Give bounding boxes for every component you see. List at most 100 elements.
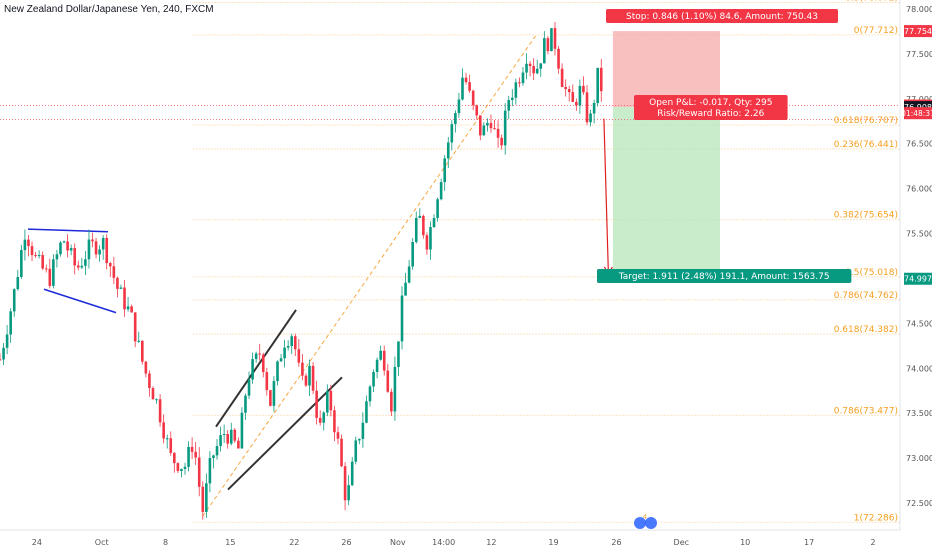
candle-body-52 xyxy=(183,466,187,469)
candle-body-79 xyxy=(279,358,283,362)
candle-body-98 xyxy=(347,485,350,501)
stop-label-text-0: Stop: 0.846 (1.10%) 84.6, Amount: 750.43 xyxy=(626,12,818,22)
price-tag-0: 77.754 xyxy=(904,27,932,36)
candle-body-94 xyxy=(333,410,336,433)
candle-body-88 xyxy=(311,365,315,391)
candle-body-93 xyxy=(329,390,333,411)
y-tick-4: 74.500 xyxy=(906,319,932,328)
candle-body-92 xyxy=(326,390,329,413)
fib-label-7: 0.618(74.382) xyxy=(834,325,898,335)
candle-body-38 xyxy=(133,312,137,342)
position-zones xyxy=(612,31,720,279)
x-tick-14: 2 xyxy=(870,538,875,547)
candle-body-133 xyxy=(471,90,475,106)
candle-body-46 xyxy=(162,422,165,439)
candle-body-32 xyxy=(112,266,116,278)
candle-body-39 xyxy=(137,340,141,342)
x-axis: 24 Oct 8 15 22 26 Nov 14:00 12 19 26 Dec 10 17 24 xyxy=(0,513,900,547)
candle-body-168 xyxy=(596,67,599,104)
candle-body-104 xyxy=(368,386,372,402)
candle-body-127 xyxy=(450,124,454,143)
candle-body-40 xyxy=(141,340,144,362)
candle-body-96 xyxy=(340,438,343,467)
candle-body-91 xyxy=(322,412,326,423)
candle-body-47 xyxy=(165,438,169,440)
candle-body-128 xyxy=(454,113,457,125)
candle-body-161 xyxy=(571,92,575,102)
price-tag-bg-3 xyxy=(904,272,932,285)
candle-body-2 xyxy=(5,334,9,348)
fib-label-1: 0(77.712) xyxy=(854,26,898,36)
candle-body-100 xyxy=(354,440,358,462)
candle-body-66 xyxy=(233,429,237,441)
candle-body-121 xyxy=(429,227,432,250)
x-tick-10: 26 xyxy=(611,538,621,547)
candle-body-51 xyxy=(180,468,183,471)
news-icon xyxy=(634,517,646,529)
target-label-bg xyxy=(597,269,852,283)
candle-body-67 xyxy=(237,440,240,449)
candle-body-113 xyxy=(400,295,404,342)
candle-body-119 xyxy=(422,215,425,236)
candle-body-73 xyxy=(258,353,262,355)
candle-body-125 xyxy=(443,158,447,183)
candle-body-20 xyxy=(69,248,73,251)
y-tick-0: 72.500 xyxy=(906,499,932,508)
candle-body-28 xyxy=(98,249,101,255)
candle-body-65 xyxy=(229,429,233,444)
candle-body-7 xyxy=(23,239,27,251)
candle-body-163 xyxy=(578,85,582,106)
fib-label-5: 0.5(75.018) xyxy=(845,268,898,278)
fib-label-3: 0.236(76.441) xyxy=(834,140,898,150)
candle-body-123 xyxy=(436,199,439,219)
y-tick-11: 78.000 xyxy=(906,5,932,14)
x-tick-1: Oct xyxy=(95,538,109,547)
candle-body-77 xyxy=(272,381,276,406)
candle-body-25 xyxy=(87,239,91,260)
candle-body-129 xyxy=(457,99,461,114)
candle-body-1 xyxy=(2,347,5,360)
news-count: 4 xyxy=(643,513,648,521)
stop-zone xyxy=(612,31,720,108)
candle-body-31 xyxy=(108,263,112,267)
candle-body-150 xyxy=(532,66,535,74)
candle-body-84 xyxy=(297,349,301,363)
candle-body-55 xyxy=(194,451,197,458)
candle-body-139 xyxy=(493,128,496,130)
x-tick-8: 12 xyxy=(486,538,496,547)
candle-body-107 xyxy=(379,350,382,360)
candle-body-24 xyxy=(84,259,87,266)
candle-body-13 xyxy=(44,268,48,270)
candle-body-71 xyxy=(251,359,254,380)
candles xyxy=(0,22,603,520)
candle-body-74 xyxy=(261,354,265,373)
candle-body-33 xyxy=(116,277,119,289)
candle-body-69 xyxy=(244,395,247,413)
channel-bottom-line xyxy=(227,376,343,491)
candle-body-135 xyxy=(478,115,482,136)
pnl-label-text-1: Risk/Reward Ratio: 2.26 xyxy=(657,109,764,119)
candle-body-117 xyxy=(414,217,418,243)
candle-body-54 xyxy=(190,446,194,452)
x-tick-6: Nov xyxy=(390,538,406,547)
x-tick-2: 8 xyxy=(163,538,168,547)
candle-body-87 xyxy=(308,365,311,386)
candle-body-44 xyxy=(155,399,158,401)
candle-body-137 xyxy=(486,123,489,126)
y-tick-7: 76.000 xyxy=(906,185,932,194)
candle-body-101 xyxy=(358,438,361,441)
candle-body-99 xyxy=(350,461,354,486)
candle-body-132 xyxy=(468,82,471,91)
candle-body-158 xyxy=(560,68,564,87)
candle-body-57 xyxy=(201,486,205,512)
candle-body-34 xyxy=(119,287,123,289)
candle-body-144 xyxy=(511,97,514,101)
candle-body-30 xyxy=(105,237,109,264)
candle-body-157 xyxy=(557,48,560,69)
x-tick-0: 24 xyxy=(32,538,42,547)
candle-body-63 xyxy=(222,434,226,436)
y-tick-1: 73.000 xyxy=(906,454,932,463)
candle-body-95 xyxy=(336,432,340,439)
candle-body-80 xyxy=(283,347,286,359)
